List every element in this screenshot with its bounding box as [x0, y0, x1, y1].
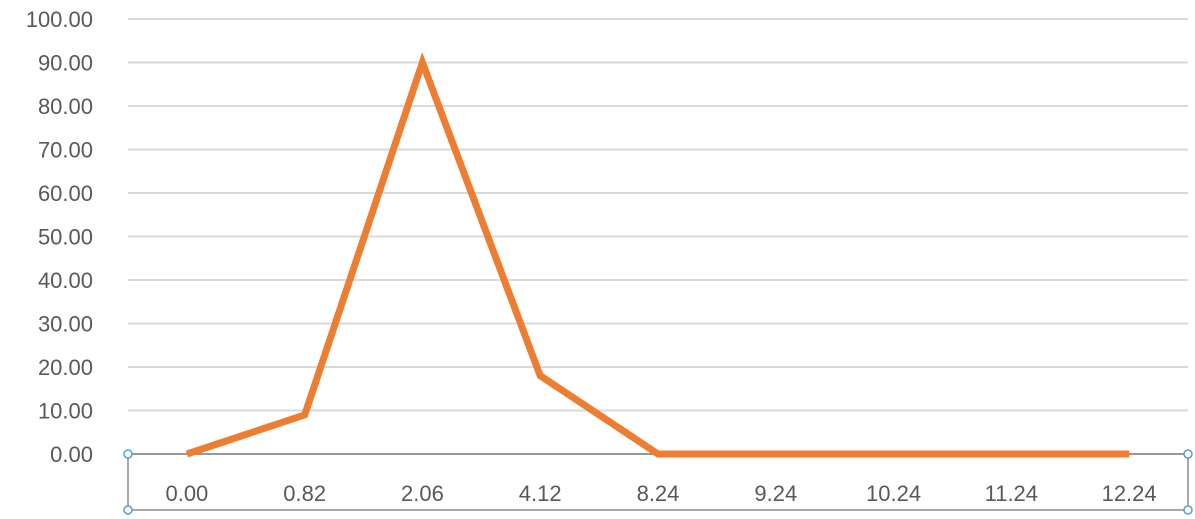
x-tick-label: 12.24 [1102, 481, 1157, 506]
y-axis-tick-labels: 0.00 10.00 20.00 30.00 40.00 50.00 60.00 70.00 8… [26, 7, 93, 467]
y-tick-label: 30.00 [38, 312, 93, 337]
x-tick-label: 4.12 [519, 481, 562, 506]
resize-handle[interactable] [123, 449, 133, 459]
x-tick-label: 10.24 [866, 481, 921, 506]
y-tick-label: 0.00 [50, 442, 93, 467]
resize-handle[interactable] [123, 505, 133, 515]
gridlines [128, 18, 1188, 455]
y-tick-label: 10.00 [38, 399, 93, 424]
x-tick-label: 0.82 [283, 481, 326, 506]
y-tick-label: 70.00 [38, 138, 93, 163]
y-tick-label: 50.00 [38, 225, 93, 250]
resize-handle[interactable] [1183, 505, 1193, 515]
x-tick-label: 2.06 [401, 481, 444, 506]
x-tick-label: 11.24 [985, 481, 1038, 506]
y-tick-label: 90.00 [38, 51, 93, 76]
y-tick-label: 20.00 [38, 355, 93, 380]
x-tick-label: 0.00 [165, 481, 208, 506]
y-tick-label: 60.00 [38, 181, 93, 206]
series-line[interactable] [185, 52, 1130, 458]
resize-handle[interactable] [1183, 449, 1193, 459]
x-tick-label: 9.24 [754, 481, 797, 506]
series-layer [185, 52, 1130, 458]
y-tick-label: 40.00 [38, 268, 93, 293]
y-tick-label: 100.00 [26, 7, 93, 32]
y-tick-label: 80.00 [38, 94, 93, 119]
x-axis-tick-labels: 0.00 0.82 2.06 4.12 8.24 9.24 10.24 11.24 12.24 [165, 481, 1156, 506]
x-tick-label: 8.24 [637, 481, 680, 506]
